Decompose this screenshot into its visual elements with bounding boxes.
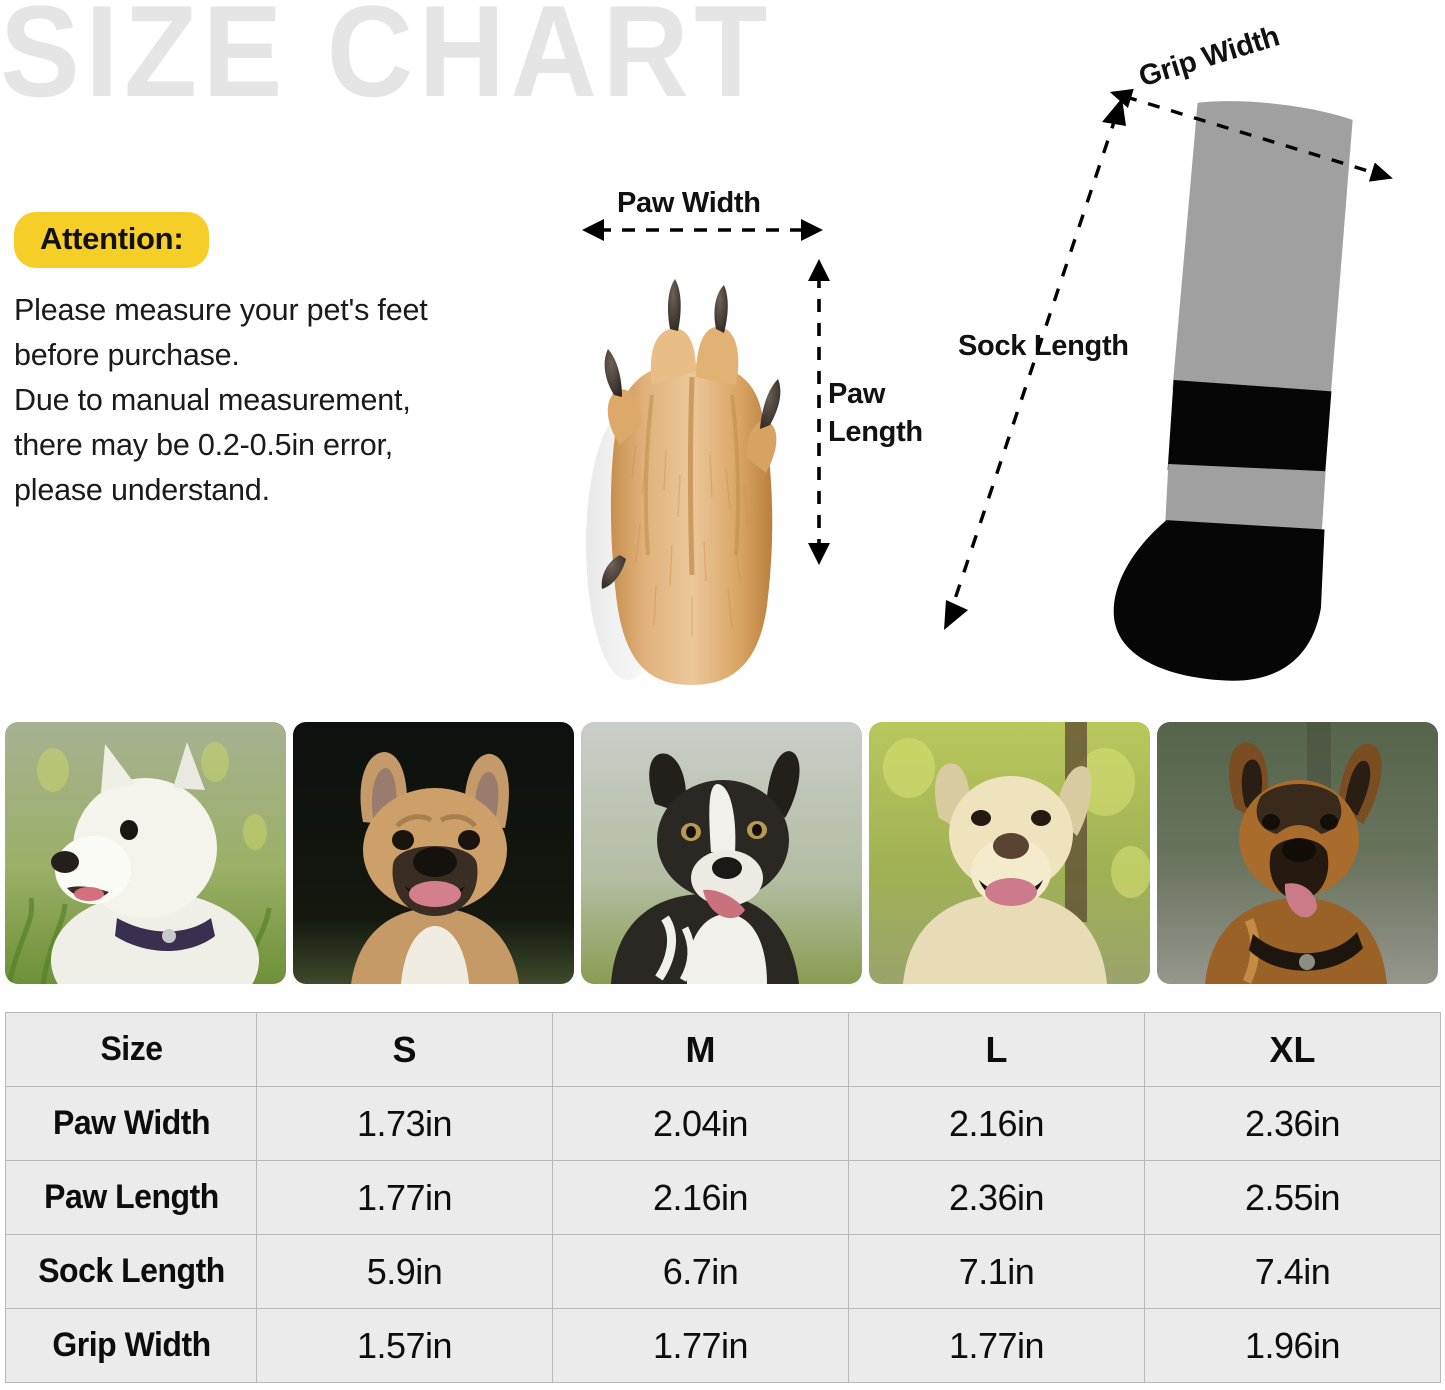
cell-paw-width-l: 2.16in [848, 1086, 1145, 1161]
paw-length-label-line1: Paw [828, 378, 886, 410]
attention-line-4: there may be 0.2-0.5in error, [14, 428, 394, 462]
sock-length-label: Sock Length [958, 330, 1129, 362]
dog-photo-german-shepherd [1157, 722, 1438, 984]
paw-length-label-line2: Length [828, 416, 923, 448]
cell-paw-length-l: 2.36in [848, 1160, 1145, 1235]
table-row: Grip Width 1.57in 1.77in 1.77in 1.96in [6, 1308, 1441, 1383]
page-title: SIZE CHART [0, 0, 773, 124]
table-header-size: Size [12, 1012, 250, 1087]
attention-badge: Attention: [14, 212, 210, 268]
size-chart-table: Size S M L XL Paw Width 1.73in 2.04in 2.… [5, 1012, 1441, 1383]
dog-photo-border-collie [581, 722, 862, 984]
table-row: Paw Width 1.73in 2.04in 2.16in 2.36in [6, 1086, 1441, 1161]
cell-paw-length-s: 1.77in [256, 1160, 553, 1235]
table-header-row: Size S M L XL [6, 1012, 1441, 1087]
cell-paw-width-xl: 2.36in [1144, 1086, 1441, 1161]
cell-paw-width-m: 2.04in [552, 1086, 849, 1161]
cell-sock-length-m: 6.7in [552, 1234, 849, 1309]
dog-photo-labrador-retriever [869, 722, 1150, 984]
paw-measurement-diagram: Paw Width Paw Length [560, 175, 960, 695]
dog-photo-row [5, 722, 1440, 984]
paw-length-label: Paw Length [828, 375, 923, 451]
table-header-m: M [552, 1012, 849, 1087]
attention-line-2: before purchase. [14, 338, 240, 372]
dog-photo-french-bulldog [293, 722, 574, 984]
dog-sock-illustration [1113, 101, 1353, 681]
row-label-paw-length: Paw Length [12, 1160, 250, 1235]
paw-width-arrow-icon [582, 219, 823, 241]
table-header-s: S [256, 1012, 553, 1087]
cell-paw-length-xl: 2.55in [1144, 1160, 1441, 1235]
cell-grip-width-m: 1.77in [552, 1308, 849, 1383]
table-row: Sock Length 5.9in 6.7in 7.1in 7.4in [6, 1234, 1441, 1309]
grip-width-label: Grip Width [1135, 20, 1284, 94]
sock-length-arrow-icon [944, 98, 1126, 630]
paw-length-arrow-icon [808, 259, 830, 565]
cell-grip-width-xl: 1.96in [1144, 1308, 1441, 1383]
row-label-grip-width: Grip Width [12, 1308, 250, 1383]
row-label-sock-length: Sock Length [12, 1234, 250, 1309]
cell-sock-length-s: 5.9in [256, 1234, 553, 1309]
cell-grip-width-s: 1.57in [256, 1308, 553, 1383]
cell-paw-length-m: 2.16in [552, 1160, 849, 1235]
attention-line-3: Due to manual measurement, [14, 383, 411, 417]
dog-photo-west-highland-terrier [5, 722, 286, 984]
table-header-l: L [848, 1012, 1145, 1087]
attention-line-5: please understand. [14, 473, 270, 507]
cell-grip-width-l: 1.77in [848, 1308, 1145, 1383]
table-row: Paw Length 1.77in 2.16in 2.36in 2.55in [6, 1160, 1441, 1235]
sock-measurement-diagram: Grip Width Sock Length [900, 20, 1445, 695]
attention-line-1: Please measure your pet's feet [14, 293, 428, 327]
dog-paw-photo [586, 279, 781, 685]
cell-sock-length-l: 7.1in [848, 1234, 1145, 1309]
paw-width-label: Paw Width [617, 187, 761, 219]
cell-paw-width-s: 1.73in [256, 1086, 553, 1161]
table-header-xl: XL [1144, 1012, 1441, 1087]
attention-body: Please measure your pet's feet before pu… [14, 288, 574, 513]
cell-sock-length-xl: 7.4in [1144, 1234, 1441, 1309]
row-label-paw-width: Paw Width [12, 1086, 250, 1161]
